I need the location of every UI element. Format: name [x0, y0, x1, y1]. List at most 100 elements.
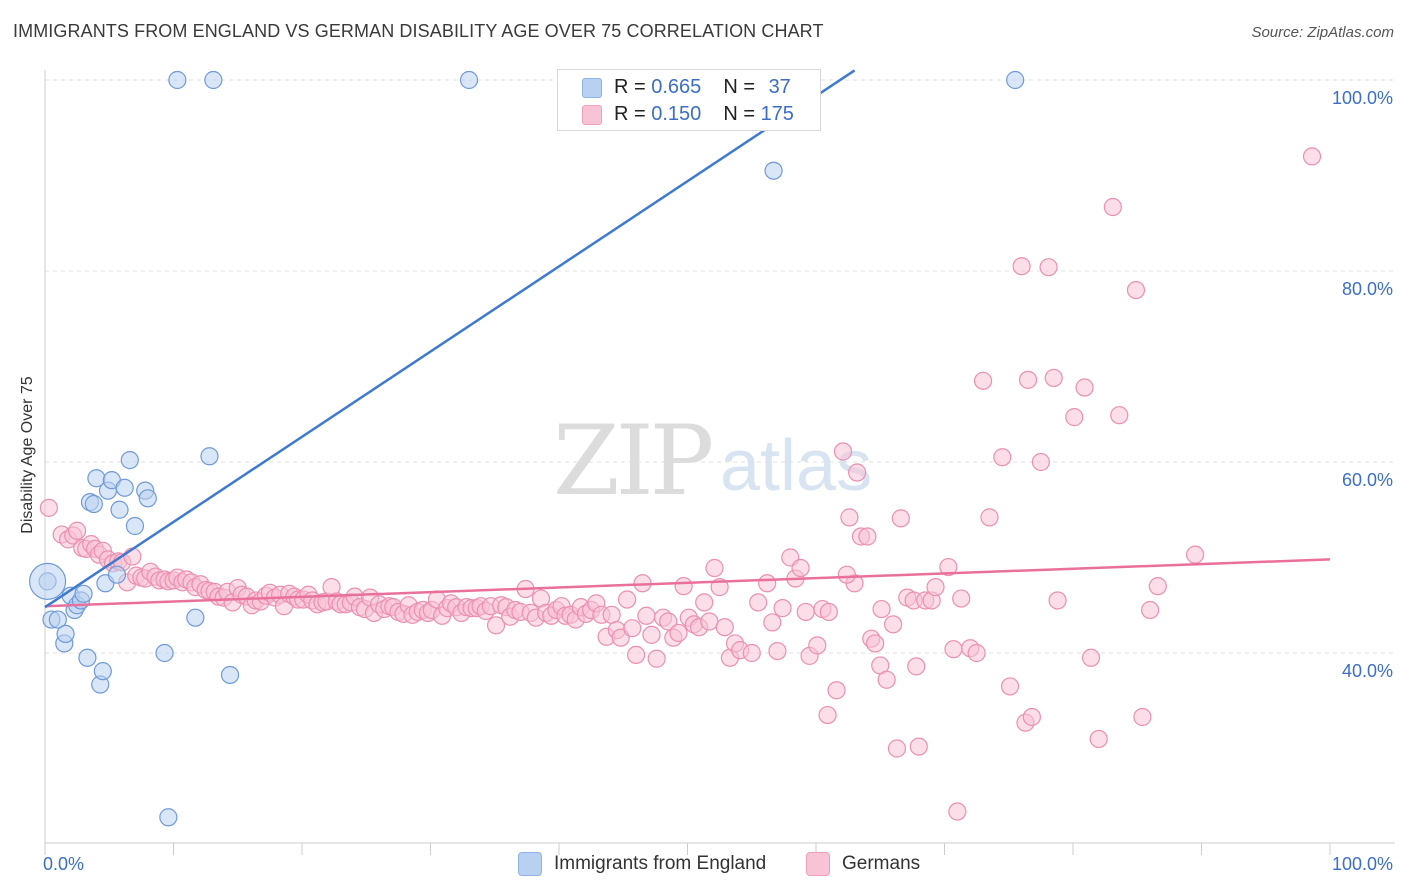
chart-title: IMMIGRANTS FROM ENGLAND VS GERMAN DISABI… — [13, 21, 824, 41]
germans-point — [618, 590, 637, 609]
england-point — [1006, 70, 1025, 90]
germans-point — [948, 802, 967, 821]
watermark-zip: ZIP — [553, 405, 714, 517]
england-point — [204, 70, 223, 90]
germans-point — [1148, 577, 1167, 596]
england-point — [107, 565, 127, 584]
england-point — [155, 643, 174, 663]
legend-n-value: 175 — [760, 102, 794, 125]
germans-point — [1000, 677, 1020, 696]
germans-point — [773, 599, 792, 618]
germans-point — [749, 593, 768, 612]
legend-n-label: N = — [723, 75, 761, 98]
england-point — [48, 610, 67, 629]
germans-point — [715, 618, 734, 637]
germans-point — [602, 605, 621, 624]
england-point — [220, 665, 240, 685]
germans-point — [808, 636, 827, 655]
germans-point — [848, 463, 867, 482]
england-point — [93, 662, 112, 681]
england-point — [120, 450, 139, 470]
germans-point — [626, 645, 646, 665]
legend-n-label: N = — [723, 102, 761, 125]
england-point — [78, 648, 97, 667]
england-point — [159, 808, 178, 827]
legend-n-value: 37 — [768, 75, 791, 98]
germans-trend-line — [44, 558, 1331, 608]
england-point — [138, 489, 157, 508]
germans-point — [1039, 258, 1058, 277]
y-tick-label: 60.0% — [1342, 470, 1393, 490]
germans-point — [68, 521, 87, 540]
england-point — [74, 584, 93, 603]
germans-point — [623, 619, 642, 638]
bottom-legend-swatch-blue — [518, 852, 542, 876]
germans-point — [819, 602, 838, 622]
legend-r-label: R = — [614, 75, 652, 98]
x-tick-label: 100.0% — [1332, 854, 1393, 874]
germans-point — [486, 616, 506, 635]
germans-point — [796, 602, 815, 622]
bottom-legend-label-germans: Germans — [842, 853, 921, 874]
legend-swatch-pink — [582, 105, 602, 125]
legend-r-label: R = — [614, 102, 652, 125]
germans-point — [926, 578, 945, 597]
germans-point — [742, 643, 761, 663]
germans-point — [1126, 281, 1146, 300]
germans-point — [872, 599, 891, 619]
england-point — [56, 624, 75, 644]
germans-point — [980, 508, 999, 527]
germans-point — [818, 705, 837, 725]
germans-point — [827, 681, 846, 700]
watermark-atlas: atlas — [720, 426, 873, 506]
germans-point — [1075, 378, 1094, 397]
source-label: Source: ZipAtlas.com — [1251, 24, 1394, 41]
germans-point — [39, 498, 58, 517]
germans-point — [1031, 452, 1050, 472]
y-tick-label: 100.0% — [1332, 88, 1393, 108]
germans-point — [909, 737, 928, 756]
germans-point — [907, 657, 926, 676]
germans-point — [763, 613, 782, 632]
england-trend-line — [44, 69, 856, 609]
germans-point — [669, 623, 688, 643]
germans-point — [883, 615, 903, 634]
germans-point — [858, 527, 877, 546]
bottom-legend-germans: Germans — [806, 852, 920, 876]
england-point — [125, 516, 145, 536]
germans-point — [758, 574, 777, 593]
germans-point — [866, 634, 885, 653]
germans-point — [833, 442, 853, 461]
germans-point — [791, 558, 810, 578]
england-point — [200, 447, 219, 466]
germans-point — [837, 565, 856, 584]
england-point — [84, 494, 103, 514]
germans-point — [642, 625, 661, 644]
england-point — [186, 608, 205, 627]
germans-point — [877, 670, 896, 689]
germans-point — [840, 508, 859, 527]
y-tick-label: 80.0% — [1342, 279, 1393, 299]
germans-point — [637, 606, 656, 625]
germans-point — [891, 509, 910, 528]
england-point — [168, 70, 187, 90]
germans-point — [1018, 370, 1038, 389]
england-point — [115, 478, 134, 497]
germans-point — [1185, 545, 1205, 564]
england-point-large — [28, 562, 67, 600]
germans-point — [1302, 147, 1322, 166]
germans-point — [1133, 707, 1152, 727]
bottom-legend-label-england: Immigrants from England — [554, 853, 767, 874]
germans-point — [952, 589, 971, 608]
germans-point — [887, 739, 907, 758]
x-tick-label: 0.0% — [43, 854, 84, 874]
germans-point — [944, 640, 963, 659]
legend-swatch-blue — [582, 78, 602, 98]
legend-row-england: R = 0.665 N = 37 — [582, 75, 791, 99]
germans-point — [1012, 257, 1031, 276]
germans-point — [939, 557, 958, 577]
germans-point — [768, 641, 787, 661]
germans-point — [993, 448, 1012, 467]
germans-point — [1110, 406, 1129, 425]
